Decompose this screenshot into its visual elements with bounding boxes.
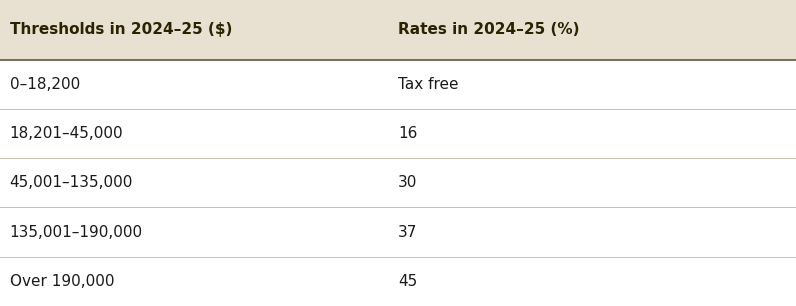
Bar: [0, 0, 796, 60]
Text: 30: 30: [398, 175, 417, 190]
Text: 135,001–190,000: 135,001–190,000: [10, 225, 142, 240]
Bar: [0, 60, 796, 109]
Bar: [0, 158, 796, 207]
Text: Thresholds in 2024–25 ($): Thresholds in 2024–25 ($): [10, 22, 232, 37]
Bar: [0, 257, 796, 306]
Text: 45,001–135,000: 45,001–135,000: [10, 175, 133, 190]
Text: 16: 16: [398, 126, 417, 141]
Text: 37: 37: [398, 225, 417, 240]
Text: 18,201–45,000: 18,201–45,000: [10, 126, 123, 141]
Text: Tax free: Tax free: [398, 77, 458, 92]
Bar: [0, 207, 796, 257]
Text: Rates in 2024–25 (%): Rates in 2024–25 (%): [398, 22, 579, 37]
Text: 0–18,200: 0–18,200: [10, 77, 80, 92]
Bar: [0, 109, 796, 158]
Text: Over 190,000: Over 190,000: [10, 274, 114, 289]
Text: 45: 45: [398, 274, 417, 289]
